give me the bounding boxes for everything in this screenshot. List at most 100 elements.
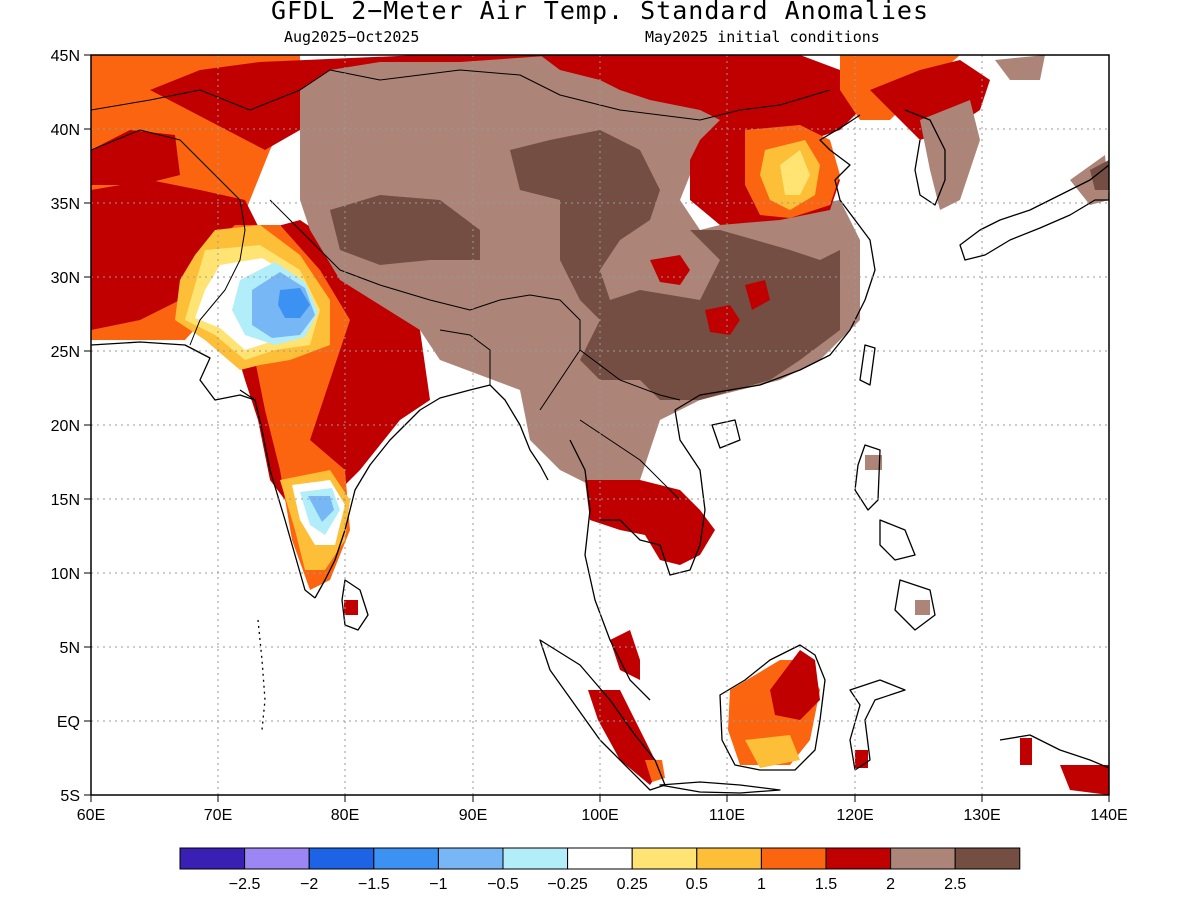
colorbar-swatch bbox=[825, 847, 892, 870]
lon-label: 90E bbox=[459, 807, 487, 824]
coastline-myanmar bbox=[489, 384, 549, 481]
anomaly-region-sumatra-orange bbox=[645, 760, 665, 782]
border-china-mongolia bbox=[329, 69, 831, 121]
lon-label: 70E bbox=[204, 807, 232, 824]
anomaly-region-qinghai-dark bbox=[510, 130, 840, 400]
lon-tick: 80E bbox=[331, 795, 359, 824]
anomaly-region-sumatra bbox=[588, 690, 660, 785]
colorbar-label: −2.5 bbox=[229, 876, 261, 893]
anomaly-region-south-india-blue bbox=[308, 496, 334, 522]
coastline-sumatra bbox=[539, 639, 666, 791]
lon-tick: 120E bbox=[836, 795, 874, 824]
lat-tick: 30N bbox=[51, 270, 91, 287]
gridlines bbox=[91, 55, 1109, 795]
lon-tick: 110E bbox=[709, 795, 745, 824]
colorbar: −2.5 −2 −1.5 −1 −0.5 −0.25 0.25 0.5 1 1.5 2 2.5 bbox=[179, 847, 1021, 893]
anomaly-region-sri-lanka bbox=[344, 600, 358, 615]
map-title: GFDL 2−Meter Air Temp. Standard Anomalie… bbox=[270, 0, 930, 25]
lon-tick: 140E bbox=[1090, 795, 1128, 824]
anomaly-region-borneo-red bbox=[770, 650, 820, 720]
coastline-south-china bbox=[674, 114, 876, 411]
colorbar-label: −1 bbox=[429, 876, 447, 893]
lat-label: 45N bbox=[51, 48, 80, 65]
anomaly-region-korea bbox=[920, 100, 980, 210]
colorbar-swatch bbox=[696, 847, 762, 870]
colorbar-swatch bbox=[308, 847, 375, 870]
border-himalaya bbox=[269, 199, 561, 311]
coastline-java bbox=[659, 781, 781, 794]
colorbar-swatch bbox=[502, 847, 569, 870]
colorbar-swatch bbox=[890, 847, 956, 870]
lon-label: 140E bbox=[1090, 807, 1127, 824]
lat-label: 10N bbox=[51, 566, 80, 583]
lat-tick: 35N bbox=[51, 196, 91, 213]
anomaly-region-borneo-gold bbox=[745, 735, 800, 768]
lat-label: 35N bbox=[51, 196, 80, 213]
colorbar-swatch bbox=[373, 847, 439, 870]
colorbar-swatch bbox=[179, 847, 246, 870]
colorbar-swatch bbox=[567, 847, 633, 870]
colorbar-label: −1.5 bbox=[358, 876, 390, 893]
lat-label: EQ bbox=[57, 714, 80, 731]
anomaly-region-mindanao bbox=[915, 600, 930, 615]
border-pakistan-india bbox=[189, 199, 246, 346]
anomaly-fields bbox=[91, 55, 1109, 795]
lon-tick: 70E bbox=[204, 795, 232, 824]
colorbar-label: −0.5 bbox=[487, 876, 519, 893]
anomaly-region-sichuan-red bbox=[705, 305, 740, 335]
lat-label: 5N bbox=[60, 640, 80, 657]
anomaly-region-japan-north bbox=[995, 55, 1045, 80]
coastline-luzon bbox=[854, 444, 881, 511]
coastline-korea bbox=[904, 109, 946, 206]
lon-tick: 90E bbox=[459, 795, 487, 824]
lat-tick: 40N bbox=[51, 122, 91, 139]
lon-tick: 130E bbox=[963, 795, 1001, 824]
lat-tick: 15N bbox=[51, 492, 91, 509]
lon-label: 130E bbox=[963, 807, 1000, 824]
lat-tick: EQ bbox=[57, 714, 91, 731]
coastline-taiwan bbox=[859, 344, 876, 386]
colorbar-label: −2 bbox=[300, 876, 318, 893]
lat-tick: 5S bbox=[60, 788, 91, 805]
lon-label: 60E bbox=[77, 807, 105, 824]
anomaly-region-new-guinea bbox=[1060, 765, 1109, 795]
border-bangladesh bbox=[439, 329, 491, 385]
longitude-axis: 60E 70E 80E 90E 100E 110E 120E 130E 140E bbox=[77, 795, 1128, 824]
anomaly-region-south-china-red bbox=[745, 280, 770, 310]
lat-tick: 25N bbox=[51, 344, 91, 361]
lon-tick: 100E bbox=[581, 795, 619, 824]
coastline-maldives bbox=[257, 619, 266, 731]
colorbar-swatch bbox=[437, 847, 504, 870]
colorbar-label: −0.25 bbox=[547, 876, 588, 893]
anomaly-region-new-guinea-west bbox=[1020, 738, 1032, 765]
colorbar-swatch bbox=[760, 847, 827, 870]
lon-label: 110E bbox=[709, 807, 745, 824]
border-afghanistan bbox=[91, 129, 241, 201]
anomaly-region-tibet-dark bbox=[330, 195, 480, 265]
lat-label: 15N bbox=[51, 492, 80, 509]
coastline-sri-lanka bbox=[341, 579, 369, 631]
coastline-visayas bbox=[879, 519, 916, 561]
lat-tick: 5N bbox=[60, 640, 91, 657]
anomaly-region-indochina bbox=[585, 480, 715, 565]
colorbar-label: 1 bbox=[757, 876, 766, 893]
lat-label: 40N bbox=[51, 122, 80, 139]
colorbar-label: 2.5 bbox=[944, 876, 966, 893]
anomaly-region-north-china-yellow bbox=[780, 150, 810, 195]
border-central-asia bbox=[91, 69, 331, 111]
initial-conditions-label: May2025 initial conditions bbox=[645, 28, 880, 46]
anomaly-region-japan-dark bbox=[1090, 160, 1109, 190]
lat-tick: 10N bbox=[51, 566, 91, 583]
anomaly-region-malaya bbox=[610, 630, 640, 680]
lon-label: 120E bbox=[836, 807, 873, 824]
colorbar-swatch bbox=[631, 847, 698, 870]
anomaly-region-philippines bbox=[865, 455, 882, 470]
coastline-india-east bbox=[314, 384, 491, 599]
coastline-india-west bbox=[239, 389, 316, 599]
lat-label: 20N bbox=[51, 418, 80, 435]
coastline-gulf-of-thailand bbox=[600, 409, 706, 576]
lon-tick: 60E bbox=[77, 795, 105, 824]
colorbar-label: 0.5 bbox=[686, 876, 708, 893]
coastline-mindanao bbox=[894, 579, 936, 631]
